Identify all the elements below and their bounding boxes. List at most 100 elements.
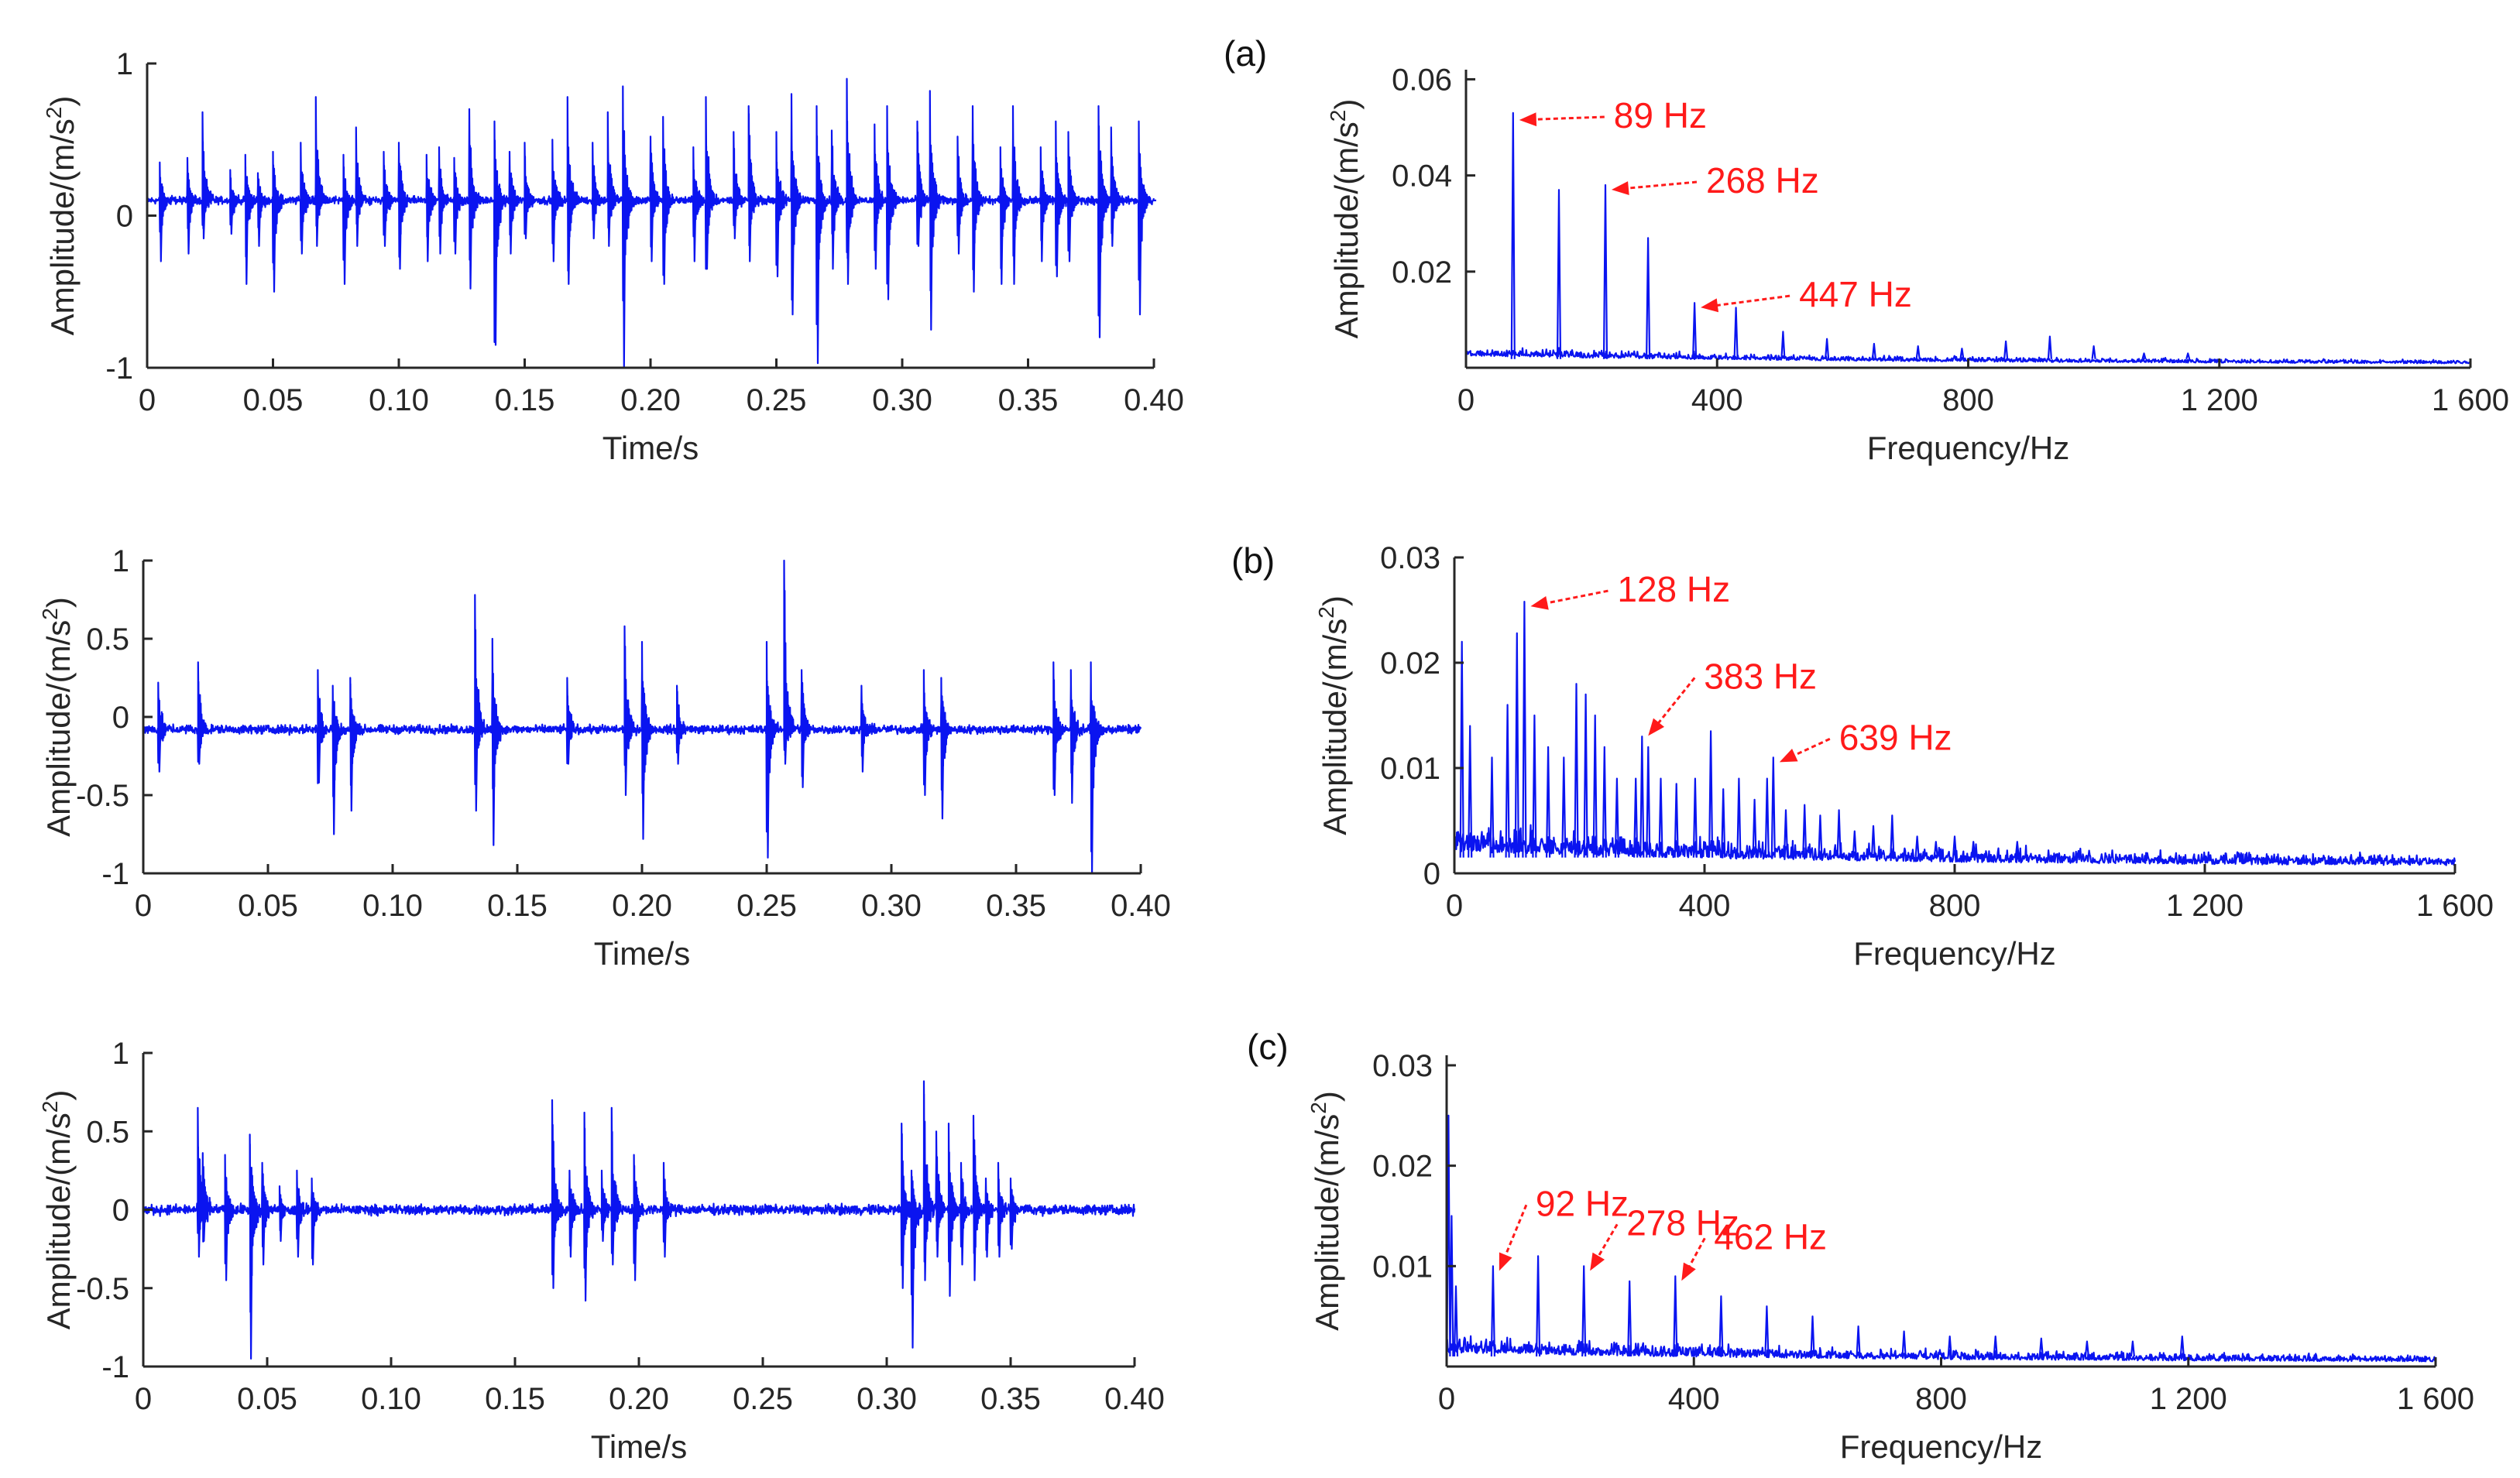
y-axis-title: Amplitude/(m/s2) — [1306, 1091, 1345, 1331]
y-axis-title: Amplitude/(m/s2) — [1314, 595, 1353, 835]
x-tick-label: 0.40 — [1104, 1382, 1165, 1416]
spectrum-b-signal-line — [1453, 601, 2456, 866]
x-tick-label: 0.40 — [1124, 383, 1184, 417]
spectrum-c-signal-line — [1445, 1114, 2437, 1363]
x-tick-label: 1 600 — [2416, 889, 2494, 923]
y-tick-label: 0 — [1423, 857, 1440, 891]
annotation-label: 92 Hz — [1536, 1183, 1629, 1223]
x-axis-title: Time/s — [591, 1428, 687, 1465]
x-tick-label: 0.20 — [612, 889, 672, 923]
y-tick-label: 0 — [116, 200, 133, 234]
annotation-arrow-line — [1712, 294, 1790, 307]
y-axis-title: Amplitude/(m/s2) — [38, 597, 77, 837]
y-tick-label: 0.06 — [1392, 63, 1452, 97]
y-tick-label: 0.5 — [86, 622, 129, 657]
panel-label: (a) — [1224, 33, 1267, 74]
x-tick-label: 0 — [135, 889, 152, 923]
annotation-arrow-head — [1779, 749, 1798, 763]
y-tick-label: 0.02 — [1372, 1150, 1433, 1184]
y-axis-title: Amplitude/(m/s2) — [38, 1090, 77, 1330]
spectrum-c-panel: 0 400 800 1 200 1 600 0.01 0.02 0.03 Frequency/H… — [1247, 1027, 2474, 1465]
x-tick-label: 400 — [1668, 1382, 1720, 1416]
x-tick-label: 0.40 — [1111, 889, 1171, 923]
x-tick-label: 0.30 — [857, 1382, 917, 1416]
x-axis-title: Frequency/Hz — [1867, 430, 2069, 466]
annotation-arrow-head — [1611, 181, 1629, 196]
x-tick-label: 0.10 — [362, 889, 423, 923]
annotation-arrow-line — [1655, 677, 1696, 727]
x-tick-label: 0.05 — [238, 889, 298, 923]
time-b-signal-line — [142, 559, 1142, 875]
time-b-panel: 0 0.05 0.10 0.15 0.20 0.25 0.30 0.35 0.40 -1 -0.5 0… — [38, 544, 1171, 972]
y-tick-label: 1 — [116, 47, 133, 81]
x-tick-label: 1 200 — [2181, 383, 2258, 417]
annotation-arrow-head — [1701, 298, 1719, 313]
x-tick-label: 1 600 — [2432, 383, 2509, 417]
annotation-arrow-head — [1499, 1252, 1512, 1271]
y-axis-title: Amplitude/(m/s2) — [1326, 99, 1365, 339]
x-tick-label: 0.25 — [736, 889, 797, 923]
panel-label: (c) — [1247, 1027, 1289, 1067]
x-tick-label: 0.20 — [609, 1382, 669, 1416]
annotation-arrow-line — [1542, 589, 1608, 605]
annotation-arrow-line — [1531, 115, 1605, 121]
annotation-label: 128 Hz — [1617, 569, 1730, 609]
y-tick-label: 0.03 — [1380, 541, 1440, 575]
x-tick-label: 0.30 — [861, 889, 922, 923]
y-tick-label: -0.5 — [76, 779, 129, 813]
x-tick-label: 0.10 — [361, 1382, 421, 1416]
x-axis-title: Time/s — [603, 430, 699, 466]
annotation-arrow-line — [1595, 1223, 1619, 1261]
annotation-arrow-line — [1502, 1204, 1528, 1260]
annotation-label: 268 Hz — [1706, 160, 1819, 201]
y-tick-label: 0.04 — [1392, 159, 1452, 194]
x-tick-label: 0.30 — [872, 383, 932, 417]
x-tick-label: 0.05 — [243, 383, 304, 417]
time-a-signal-line — [146, 77, 1156, 369]
annotation-arrow-head — [1648, 718, 1665, 736]
y-tick-label: 0.02 — [1380, 646, 1440, 681]
annotation-arrow-line — [1686, 1237, 1706, 1271]
annotation-arrow-head — [1681, 1262, 1696, 1281]
x-tick-label: 0.25 — [733, 1382, 793, 1416]
time-a-panel: 0 0.05 0.10 0.15 0.20 0.25 0.30 0.35 0.40-101Tim… — [42, 47, 1184, 466]
y-tick-label: 0 — [112, 1194, 129, 1228]
y-tick-label: 0.02 — [1392, 255, 1452, 290]
time-c-panel: 0 0.05 0.10 0.15 0.20 0.25 0.30 0.35 0.40 -1 -0.5 0… — [38, 1037, 1165, 1465]
annotation-arrow-head — [1590, 1252, 1605, 1271]
x-tick-label: 1 200 — [2150, 1382, 2227, 1416]
annotation-arrow-line — [1790, 738, 1831, 759]
annotation-label: 89 Hz — [1614, 95, 1707, 135]
x-tick-label: 800 — [1942, 383, 1994, 417]
x-axis-title: Time/s — [594, 935, 690, 972]
x-tick-label: 1 600 — [2397, 1382, 2474, 1416]
y-tick-label: 1 — [112, 544, 129, 578]
y-tick-label: 0.01 — [1380, 752, 1440, 786]
y-tick-label: 1 — [112, 1037, 129, 1071]
annotation-arrow-head — [1530, 595, 1549, 610]
annotation-label: 462 Hz — [1714, 1216, 1827, 1257]
y-tick-label: -1 — [101, 857, 129, 891]
x-tick-label: 400 — [1691, 383, 1743, 417]
x-tick-label: 0.20 — [620, 383, 681, 417]
x-tick-label: 0 — [1446, 889, 1463, 923]
x-tick-label: 0.10 — [369, 383, 429, 417]
x-axis-title: Frequency/Hz — [1853, 935, 2055, 972]
y-tick-label: 0.01 — [1372, 1250, 1433, 1284]
x-axis-title: Frequency/Hz — [1840, 1428, 2042, 1465]
x-tick-label: 1 200 — [2166, 889, 2244, 923]
annotation-arrow-line — [1623, 180, 1698, 190]
x-tick-label: 0 — [1438, 1382, 1455, 1416]
x-tick-label: 400 — [1679, 889, 1731, 923]
x-tick-label: 0.15 — [495, 383, 555, 417]
x-tick-label: 0.35 — [998, 383, 1059, 417]
annotation-label: 383 Hz — [1704, 656, 1817, 696]
annotation-label: 639 Hz — [1839, 717, 1952, 757]
x-tick-label: 0.35 — [980, 1382, 1041, 1416]
y-tick-label: -1 — [105, 351, 133, 386]
x-tick-label: 0 — [139, 383, 156, 417]
y-tick-label: 0.03 — [1372, 1049, 1433, 1083]
x-tick-label: 0 — [1457, 383, 1475, 417]
x-tick-label: 0.15 — [485, 1382, 545, 1416]
